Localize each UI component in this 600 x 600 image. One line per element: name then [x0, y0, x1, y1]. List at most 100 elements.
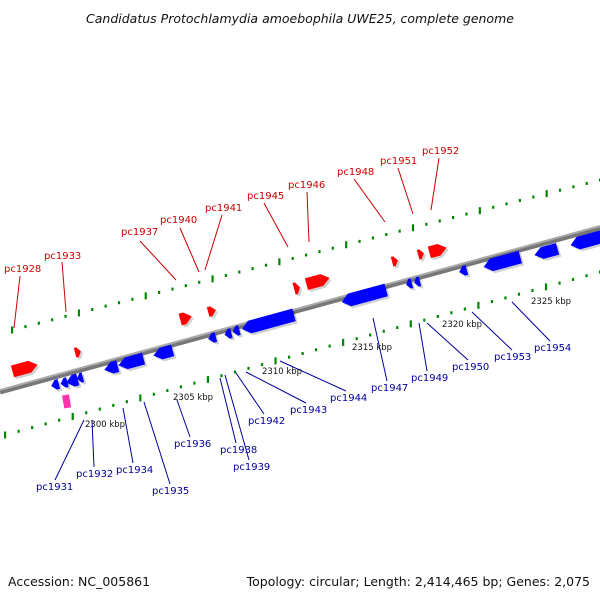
track-marker — [478, 207, 481, 215]
forward-gene-body — [390, 256, 398, 267]
track-marker — [585, 181, 588, 185]
track-marker — [238, 270, 241, 274]
reverse-gene — [414, 276, 424, 289]
track-marker — [315, 348, 318, 352]
track-marker — [139, 394, 142, 402]
forward-gene-label: pc1928 — [4, 264, 41, 275]
track-marker — [85, 411, 88, 415]
reverse-gene-label: pc1935 — [152, 486, 189, 497]
reverse-gene-body — [406, 278, 414, 289]
track-marker — [171, 287, 174, 291]
forward-leader — [397, 167, 414, 215]
forward-gene-label: pc1948 — [337, 167, 374, 178]
track-marker — [251, 267, 254, 271]
forward-leader — [179, 227, 200, 273]
track-marker — [51, 318, 54, 322]
track-marker — [438, 219, 441, 223]
scale-label: 2300 kbp — [85, 420, 125, 430]
reverse-gene — [77, 372, 87, 385]
gene-features — [10, 230, 600, 409]
reverse-leader — [426, 322, 469, 361]
track-marker — [224, 273, 228, 277]
track-marker — [71, 412, 74, 420]
track-marker — [125, 400, 128, 404]
reverse-leader — [511, 301, 551, 342]
reverse-gene — [570, 230, 600, 252]
track-marker — [423, 318, 426, 322]
track-marker — [544, 283, 548, 291]
reverse-gene-label: pc1938 — [220, 445, 257, 456]
track-marker — [382, 329, 385, 333]
reverse-gene-body — [66, 373, 80, 387]
reverse-leader — [418, 322, 428, 372]
track-marker — [198, 280, 201, 284]
track-marker — [287, 355, 291, 359]
track-marker — [505, 202, 508, 206]
track-marker — [436, 314, 439, 318]
forward-gene — [178, 312, 194, 328]
track-marker — [385, 233, 388, 237]
reverse-leader — [235, 372, 265, 415]
track-marker — [328, 344, 331, 348]
forward-gene — [390, 256, 400, 269]
forward-gene-body — [304, 274, 330, 290]
reverse-gene-body — [483, 250, 523, 272]
reverse-gene — [104, 360, 122, 376]
genome-axis — [0, 225, 600, 395]
reverse-gene-label: pc1934 — [116, 465, 153, 476]
track-marker — [492, 205, 495, 209]
track-marker — [24, 325, 27, 329]
track-marker — [558, 188, 562, 192]
track-marker — [260, 363, 264, 367]
track-marker — [452, 216, 455, 219]
track-marker — [152, 392, 155, 396]
reverse-gene — [459, 265, 471, 278]
track-marker — [98, 407, 101, 411]
reverse-leader — [91, 419, 95, 468]
forward-gene — [416, 249, 426, 262]
track-marker — [477, 301, 480, 309]
reverse-gene-label: pc1950 — [452, 362, 489, 373]
track-marker — [211, 275, 214, 283]
track-marker — [131, 297, 134, 301]
forward-leader — [204, 214, 223, 271]
track-marker — [58, 418, 61, 422]
marker-tracks — [4, 178, 600, 439]
track-marker — [193, 381, 196, 385]
track-marker — [4, 431, 7, 439]
reverse-gene — [406, 278, 416, 291]
track-marker — [77, 309, 81, 317]
track-marker — [490, 300, 494, 304]
genome-summary: Topology: circular; Length: 2,414,465 bp… — [246, 574, 590, 589]
reverse-gene-body — [77, 372, 85, 383]
track-marker — [144, 292, 147, 300]
track-marker — [184, 284, 187, 288]
forward-leader — [430, 157, 440, 211]
track-marker — [518, 198, 522, 202]
track-marker — [112, 403, 115, 407]
track-marker — [369, 333, 372, 337]
track-marker — [409, 320, 412, 328]
reverse-gene — [232, 325, 243, 338]
reverse-gene-label: pc1932 — [76, 469, 113, 480]
track-marker — [179, 385, 182, 389]
label-leaders — [13, 157, 551, 485]
forward-gene-body — [427, 243, 447, 259]
axis-line-highlight — [0, 225, 600, 391]
reverse-gene-body — [241, 308, 296, 334]
reverse-gene-label: pc1943 — [290, 405, 327, 416]
track-marker — [371, 236, 375, 240]
accession-label: Accession: NC_005861 — [8, 574, 150, 589]
map-title: Candidatus Protochlamydia amoebophila UW… — [86, 11, 514, 26]
track-marker — [558, 281, 561, 285]
track-marker — [104, 304, 107, 308]
scale-label: 2305 kbp — [173, 393, 213, 403]
reverse-gene-label: pc1931 — [36, 482, 73, 493]
track-marker — [158, 291, 161, 294]
reverse-gene — [153, 344, 177, 362]
track-marker — [64, 314, 67, 318]
forward-gene-label: pc1940 — [160, 215, 197, 226]
reverse-gene-body — [118, 352, 146, 370]
